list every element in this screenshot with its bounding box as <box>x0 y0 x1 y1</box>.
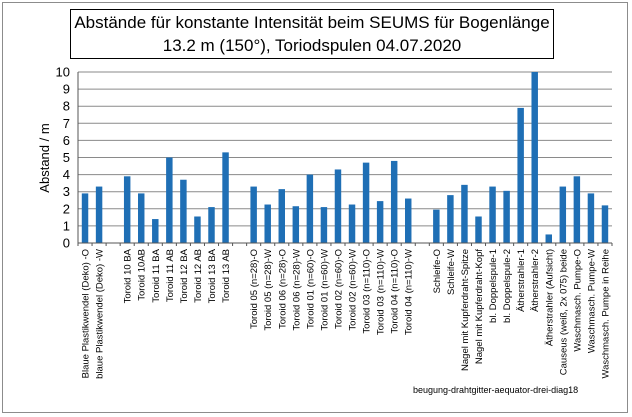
y-tick-labels: 0 1 2 3 4 5 6 7 8 9 10 <box>56 65 70 251</box>
bar <box>222 152 229 243</box>
bar <box>601 205 609 243</box>
bar <box>376 201 384 243</box>
y-tick-label: 8 <box>63 99 70 114</box>
axes <box>77 72 613 246</box>
y-tick-label: 9 <box>63 82 70 97</box>
bar <box>362 162 370 243</box>
bar <box>447 195 454 243</box>
bar <box>503 190 510 243</box>
bar <box>531 72 538 243</box>
category-label: Toroid 03 (n=110)-W <box>376 249 387 335</box>
bar <box>138 193 145 243</box>
bar <box>475 216 482 243</box>
category-label: Toroid 10AB <box>137 249 148 301</box>
bar <box>559 186 567 243</box>
category-label: Blaue Plastikwendel (Deko) -O <box>81 249 92 378</box>
category-label: blaue Plastikwendel (Deko) -W <box>95 249 106 379</box>
bars <box>81 72 609 243</box>
bar <box>433 209 440 243</box>
category-label: Ätherstrahler-1 <box>516 249 527 312</box>
category-label: Causeus (weiß, 2x 075) beide <box>558 249 569 375</box>
category-label: Toroid 13 BA <box>207 248 218 303</box>
category-label: Nagel mit Kupferdraht-Spitze <box>460 249 471 371</box>
category-label: bl. Doppelspule-2 <box>502 249 513 323</box>
bar <box>194 216 201 243</box>
bar <box>95 186 103 243</box>
bar <box>292 206 300 243</box>
category-label: Schleife-O <box>432 249 443 293</box>
y-axis-label: Abstand / m <box>37 123 52 192</box>
bar <box>461 184 468 243</box>
category-label: Toroid 05 (n=28)-W <box>263 249 274 331</box>
chart-title: Abstände für konstante Intensität beim S… <box>74 13 550 32</box>
y-tick-label: 7 <box>63 116 70 131</box>
y-tick-label: 5 <box>63 150 70 165</box>
bar <box>306 174 314 243</box>
y-tick-label: 3 <box>63 184 70 199</box>
y-tick-label: 6 <box>63 133 70 148</box>
bar <box>208 207 215 243</box>
bar <box>166 157 173 243</box>
category-label: Waschmasch. Pumpe-W <box>586 249 597 353</box>
bar <box>334 169 342 243</box>
bar <box>390 160 398 243</box>
category-label: Toroid 02 (n=60)-O <box>333 249 344 329</box>
category-label: Toroid 13 AB <box>221 249 232 303</box>
bar <box>320 207 328 243</box>
bar <box>348 204 356 243</box>
bar <box>489 186 496 243</box>
category-label: bl. Doppelspule-1 <box>488 249 499 323</box>
source-note: beugung-drahtgitter-aequator-drei-diag18 <box>413 385 579 395</box>
category-label: Toroid 10 BA <box>123 248 134 303</box>
category-label: Toroid 03 (n=110)-O <box>362 249 373 334</box>
bar <box>517 107 524 243</box>
category-label: Waschmasch. Pumpe in Reihe <box>600 249 611 379</box>
bar <box>545 234 552 243</box>
y-tick-label: 10 <box>56 65 70 80</box>
category-label: Waschmasch. Pumpe-O <box>572 249 583 352</box>
chart-title-box: Abstände für konstante Intensität beim S… <box>70 9 554 59</box>
bar <box>587 193 595 243</box>
y-tick-label: 2 <box>63 201 70 216</box>
chart-subtitle: 13.2 m (150°), Toriodspulen 04.07.2020 <box>162 36 462 55</box>
bar <box>278 189 285 243</box>
bar <box>152 219 159 243</box>
category-label: Ätherstrahler (Aufsicht) <box>544 249 555 346</box>
category-label: Schleife-W <box>446 249 457 295</box>
y-tick-label: 0 <box>63 236 70 251</box>
category-label: Toroid 06 (n=28)-W <box>291 249 302 331</box>
category-label: Nagel mit Kupferdraht-Kopf <box>474 249 485 364</box>
category-label: Toroid 01 (n=60)-O <box>305 249 316 329</box>
category-label: Toroid 06 (n=28)-O <box>277 249 288 329</box>
category-labels: Blaue Plastikwendel (Deko) -O blaue Plast… <box>81 248 612 379</box>
y-tick-label: 4 <box>63 167 70 182</box>
category-label: Toroid 11 AB <box>165 249 176 302</box>
category-label: Toroid 01 (n=60)-W <box>319 249 330 331</box>
category-label: Toroid 04 (n=110)-W <box>404 249 415 335</box>
bar <box>123 176 131 243</box>
category-label: Toroid 11 BA <box>151 248 162 302</box>
y-tick-label: 1 <box>63 218 70 233</box>
bar <box>250 186 257 243</box>
category-label: Toroid 12 AB <box>193 249 204 303</box>
category-label: Toroid 12 BA <box>179 248 190 303</box>
category-label: Toroid 02 (n=60)-W <box>348 249 359 331</box>
bar <box>81 193 89 243</box>
bar <box>573 176 581 243</box>
category-label: Ätherstrahler-2 <box>530 249 541 312</box>
category-label: Toroid 05 (n=28)-O <box>249 249 260 329</box>
category-label: Toroid 04 (n=110)-O <box>390 249 401 334</box>
bar <box>180 179 187 243</box>
bar <box>405 198 412 243</box>
bar <box>264 204 271 243</box>
